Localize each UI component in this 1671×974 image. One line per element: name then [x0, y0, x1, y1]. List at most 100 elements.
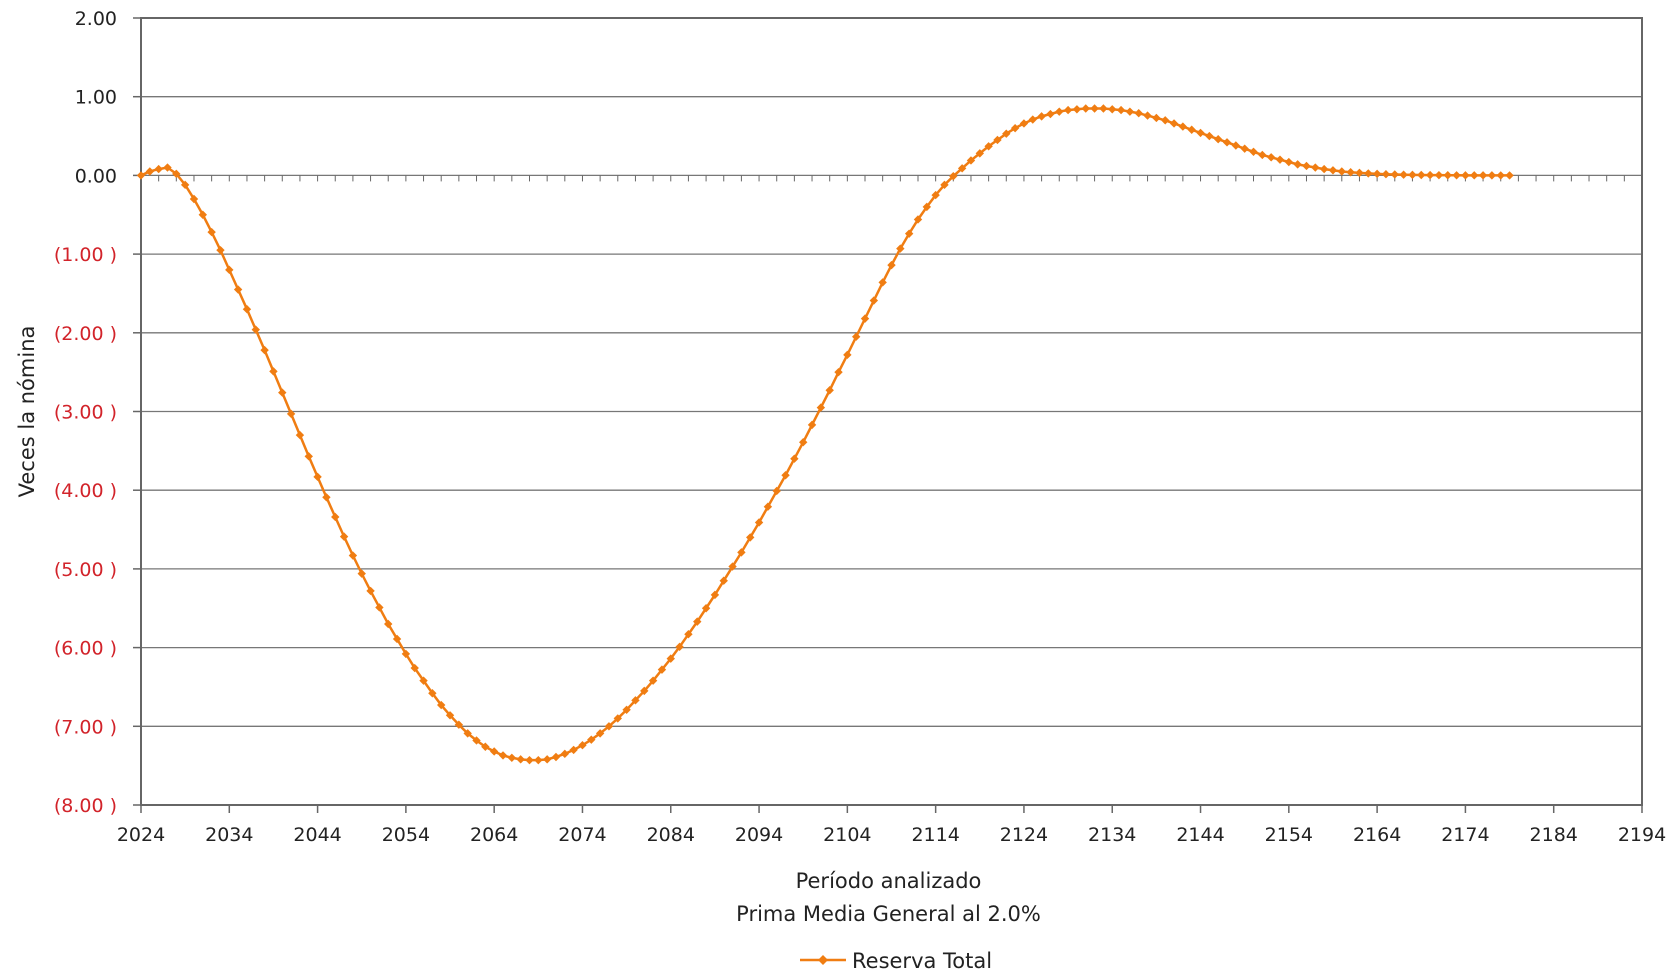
y-tick-label: (7.00 )	[54, 716, 117, 738]
data-point	[1108, 105, 1117, 114]
legend-label: Reserva Total	[852, 949, 992, 973]
y-tick-labels: 2.00 1.00 0.00 (1.00 ) (2.00 ) (3.00 ) (4.00 )…	[54, 8, 141, 817]
data-point	[631, 696, 640, 705]
data-point	[1231, 141, 1241, 150]
data-point	[1470, 171, 1479, 180]
x-tick-label: 2114	[911, 824, 959, 846]
data-point	[207, 227, 216, 237]
data-point	[1152, 113, 1161, 123]
data-point	[984, 142, 993, 151]
x-tick-label: 2024	[117, 824, 165, 846]
x-tick-label: 2124	[1000, 824, 1048, 846]
y-tick-label: (2.00 )	[54, 323, 117, 345]
data-point	[348, 551, 358, 560]
data-point	[701, 604, 711, 613]
data-point	[1143, 111, 1152, 120]
data-point	[472, 736, 481, 745]
data-point	[1125, 107, 1135, 116]
data-point	[1213, 134, 1223, 144]
data-point	[1408, 170, 1417, 180]
data-point	[825, 386, 834, 395]
data-point	[710, 590, 720, 600]
data-point	[198, 210, 208, 219]
data-point	[525, 755, 534, 765]
data-point	[578, 740, 587, 750]
data-point	[772, 486, 781, 496]
data-point	[1346, 168, 1355, 177]
x-tick-label: 2064	[470, 824, 518, 846]
data-point	[763, 502, 773, 511]
data-point	[1258, 150, 1267, 160]
legend-swatch-marker	[818, 955, 828, 965]
data-point	[1302, 161, 1311, 171]
y-tick-label: 2.00	[75, 8, 117, 30]
data-point	[233, 285, 243, 294]
x-tick-label: 2054	[382, 824, 430, 846]
data-point	[860, 314, 870, 323]
data-point	[481, 742, 490, 751]
data-point	[1063, 105, 1073, 115]
data-point	[719, 576, 728, 585]
x-tick-label: 2184	[1530, 824, 1578, 846]
data-point	[1187, 125, 1196, 134]
data-point	[1417, 170, 1426, 180]
data-point	[516, 755, 525, 764]
data-point	[966, 156, 976, 165]
data-point	[737, 548, 746, 557]
data-point	[1452, 171, 1461, 180]
data-point	[640, 686, 649, 696]
data-point	[940, 180, 949, 190]
data-point	[1434, 170, 1444, 180]
series-reserva-total	[136, 104, 1514, 765]
data-point	[1487, 171, 1497, 180]
data-point	[1002, 129, 1011, 138]
data-point	[622, 705, 631, 714]
data-point	[1496, 171, 1505, 180]
data-point	[534, 755, 543, 765]
x-tick-label: 2094	[735, 824, 783, 846]
data-point	[878, 278, 887, 287]
data-point	[331, 512, 340, 522]
data-point	[1355, 168, 1364, 178]
data-point	[1081, 104, 1090, 113]
data-point	[799, 437, 808, 447]
data-point	[922, 202, 932, 212]
data-point	[251, 325, 260, 334]
data-point	[1284, 157, 1294, 167]
data-point	[746, 533, 755, 542]
data-point	[180, 180, 190, 190]
data-point	[913, 215, 923, 224]
data-point	[189, 194, 199, 204]
y-tick-label: (1.00 )	[54, 244, 117, 266]
data-point	[1055, 107, 1064, 116]
data-point	[843, 350, 852, 360]
data-point	[790, 454, 799, 463]
data-point	[437, 700, 446, 710]
data-point	[595, 729, 605, 738]
series-line	[140, 107, 1510, 762]
data-point	[807, 420, 817, 430]
x-tick-label: 2134	[1088, 824, 1136, 846]
data-point	[613, 714, 622, 723]
data-point	[993, 135, 1002, 145]
y-tick-label: 0.00	[75, 165, 117, 187]
data-point	[1161, 116, 1170, 125]
data-point	[498, 751, 508, 760]
data-point	[401, 649, 411, 659]
y-tick-label: (5.00 )	[54, 559, 117, 581]
x-tick-label: 2084	[647, 824, 695, 846]
data-point	[410, 663, 419, 673]
y-tick-label: 1.00	[75, 87, 117, 109]
data-point	[957, 164, 967, 173]
data-point	[1010, 123, 1020, 133]
data-point	[1399, 170, 1408, 179]
data-point	[136, 171, 146, 180]
data-point	[1372, 169, 1382, 179]
data-point	[666, 654, 675, 663]
data-point	[145, 167, 155, 176]
data-point	[887, 260, 896, 270]
x-tick-label: 2144	[1176, 824, 1224, 846]
data-point	[1505, 171, 1514, 180]
x-minor-ticks	[140, 175, 1643, 182]
y-tick-label: (3.00 )	[54, 402, 117, 424]
